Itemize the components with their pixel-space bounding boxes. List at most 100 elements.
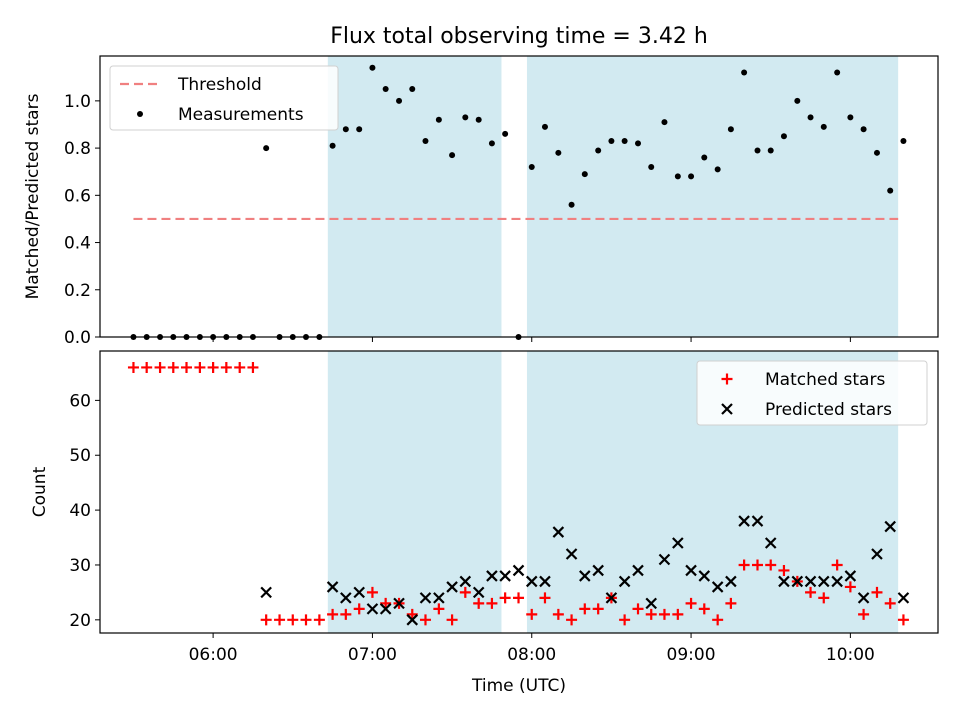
- measurement-point: [780, 133, 787, 140]
- matched-star-point: [552, 608, 564, 620]
- predicted-star-point: [419, 592, 432, 604]
- matched-star-point: [419, 614, 431, 626]
- matched-star-point: [698, 603, 710, 615]
- matched-star-point: [805, 586, 817, 598]
- predicted-star-point: [565, 548, 578, 560]
- predicted-star-point: [645, 597, 658, 610]
- matched-star-point: [406, 608, 418, 620]
- matched-star-point: [884, 597, 896, 609]
- y-tick-label: 0.8: [64, 139, 91, 159]
- chart-title: Flux total observing time = 3.42 h: [330, 24, 708, 49]
- predicted-star-point: [433, 592, 445, 604]
- predicted-star-point: [764, 537, 777, 549]
- measurement-point: [860, 126, 867, 133]
- predicted-star-point: [525, 575, 538, 588]
- measurement-point: [661, 119, 668, 126]
- x-tick-label: 06:00: [189, 645, 238, 665]
- measurement-point: [701, 154, 708, 161]
- matched-star-point: [645, 608, 657, 620]
- matched-star-point: [658, 608, 670, 620]
- plot-frame: [99, 350, 939, 634]
- matched-star-point: [579, 603, 591, 615]
- measurement-point: [356, 126, 363, 133]
- measurement-point: [541, 123, 548, 130]
- matched-star-point: [539, 592, 551, 604]
- predicted-star-point: [486, 570, 498, 582]
- observing-window-band: [526, 56, 899, 337]
- legend-predicted-key: [721, 403, 733, 415]
- legend-matched-key: [721, 373, 733, 385]
- measurement-point: [342, 126, 349, 133]
- measurement-point: [475, 116, 482, 123]
- predicted-star-point: [871, 548, 883, 560]
- observing-window-band: [327, 56, 502, 337]
- predicted-star-point: [393, 597, 405, 610]
- predicted-star-point: [738, 515, 750, 527]
- predicted-star-point: [512, 564, 525, 577]
- matched-star-point: [751, 559, 763, 571]
- predicted-star-point: [778, 575, 790, 588]
- matched-star-point: [459, 586, 471, 598]
- matched-star-point: [765, 559, 777, 571]
- matched-star-point: [433, 603, 445, 615]
- predicted-star-point: [552, 526, 565, 538]
- predicted-star-point: [725, 575, 737, 588]
- measurement-point: [409, 86, 416, 93]
- matched-star-point: [446, 614, 458, 626]
- matched-star-point: [818, 592, 830, 604]
- matched-star-point: [897, 614, 909, 626]
- measurement-point: [488, 140, 495, 147]
- matched-star-point: [486, 597, 498, 609]
- predicted-star-point: [672, 537, 684, 549]
- measurement-point: [873, 149, 880, 156]
- measurement-point: [648, 163, 655, 170]
- measurement-point: [807, 114, 814, 121]
- measurement-point: [820, 123, 827, 130]
- matched-star-point: [260, 614, 272, 626]
- y-tick-label: 40: [69, 501, 91, 521]
- y-tick-label: 0.6: [64, 186, 91, 206]
- predicted-star-point: [804, 575, 817, 588]
- matched-star-point: [831, 559, 843, 571]
- predicted-star-point: [472, 586, 485, 599]
- predicted-star-point: [353, 586, 365, 599]
- measurement-point: [794, 97, 801, 104]
- measurement-point: [382, 86, 389, 93]
- predicted-star-point: [632, 564, 644, 577]
- predicted-star-point: [791, 575, 804, 588]
- predicted-star-point: [711, 581, 724, 593]
- matched-star-point: [154, 361, 166, 373]
- measurement-point: [834, 69, 841, 76]
- matched-star-point: [181, 361, 193, 373]
- measurement-point: [595, 147, 602, 154]
- measurement-point: [900, 138, 907, 145]
- matched-star-point: [844, 581, 856, 593]
- legend-box: [696, 360, 928, 426]
- matched-star-point: [313, 614, 325, 626]
- predicted-star-point: [658, 553, 671, 566]
- measurement-point: [449, 152, 456, 159]
- measurement-point: [674, 173, 681, 180]
- predicted-star-point: [499, 570, 511, 582]
- legend-label: Measurements: [178, 105, 304, 125]
- matched-star-point: [778, 564, 790, 576]
- legend-label: Matched stars: [765, 370, 885, 390]
- predicted-star-point: [340, 592, 352, 604]
- x-tick-label: 10:00: [826, 645, 875, 665]
- matched-star-point: [207, 361, 219, 373]
- matched-star-point: [473, 597, 485, 609]
- matched-star-point: [725, 597, 737, 609]
- measurement-point: [502, 130, 509, 137]
- predicted-star-point: [698, 570, 711, 582]
- y-tick-label: 0.2: [64, 281, 91, 301]
- predicted-star-point: [539, 575, 551, 588]
- matched-star-point: [499, 592, 511, 604]
- matched-star-point: [340, 608, 352, 620]
- predicted-star-point: [751, 515, 764, 527]
- matched-star-point: [194, 361, 206, 373]
- measurement-point: [528, 163, 535, 170]
- matched-star-point: [672, 608, 684, 620]
- predicted-star-point: [844, 570, 857, 582]
- x-tick-label: 08:00: [507, 645, 556, 665]
